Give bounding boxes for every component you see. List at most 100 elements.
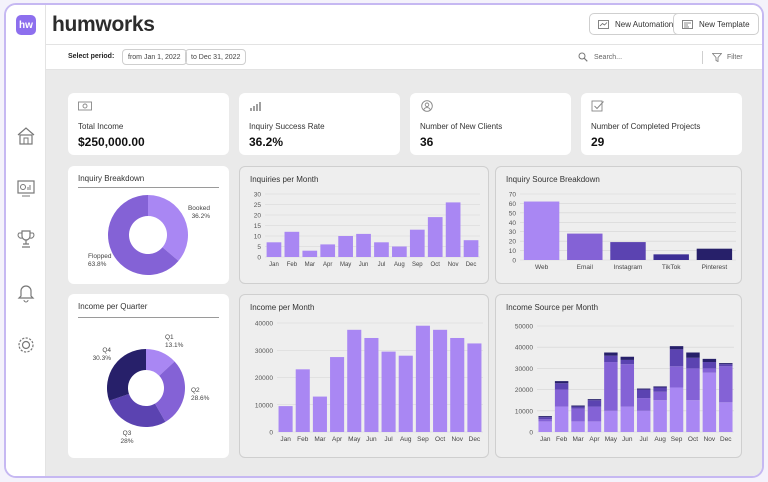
kpi-value: 36 xyxy=(420,135,434,149)
slice-value: 63.8% xyxy=(88,261,107,268)
card-title: Inquiries per Month xyxy=(250,175,319,184)
search-input[interactable]: Search... xyxy=(578,49,622,65)
bar-segment xyxy=(686,357,700,369)
bar xyxy=(374,242,389,257)
bar-segment xyxy=(653,386,667,388)
bar xyxy=(445,202,461,257)
bar-segment xyxy=(620,356,635,360)
bar xyxy=(427,217,443,257)
filter-icon xyxy=(712,52,722,62)
slice-label: Q1 xyxy=(165,334,174,341)
bar xyxy=(467,343,482,432)
new-template-button[interactable]: New Template xyxy=(673,13,759,35)
new-automation-button[interactable]: New Automation xyxy=(589,13,683,35)
x-tick-label: Jul xyxy=(640,436,649,443)
bar-segment xyxy=(636,389,651,399)
title-underline xyxy=(78,187,219,188)
bar-segment xyxy=(669,366,684,388)
x-tick-label: Oct xyxy=(688,436,698,443)
bar xyxy=(312,396,327,432)
x-tick-label: Sep xyxy=(412,262,423,268)
pie-slice xyxy=(146,349,175,376)
inquiries-per-month-card: Inquiries per Month 0 5 10 15 20 25 30 Jan Feb Ma… xyxy=(239,166,489,284)
bar-segment xyxy=(571,408,585,422)
home-icon[interactable] xyxy=(15,125,37,147)
y-tick-label: 10000 xyxy=(515,408,533,415)
inquiry-source-card: Inquiry Source Breakdown 0 10 20 30 40 50 60 70… xyxy=(495,166,742,284)
bar-segment xyxy=(538,419,552,422)
x-tick-label: Feb xyxy=(287,262,298,268)
x-tick-label: May xyxy=(348,436,361,443)
bar-segment xyxy=(571,405,585,407)
filter-label: Filter xyxy=(727,53,743,61)
bar-segment xyxy=(669,346,684,350)
x-tick-label: Feb xyxy=(556,436,568,443)
sidebar: hw xyxy=(6,5,46,476)
dashboard-icon[interactable] xyxy=(15,177,37,199)
template-icon xyxy=(682,19,693,29)
bar xyxy=(696,248,733,260)
bar-segment xyxy=(702,358,717,363)
x-tick-label: May xyxy=(340,262,351,268)
y-tick-label: 10 xyxy=(509,248,517,255)
date-to-picker[interactable]: to Dec 31, 2022 xyxy=(185,49,247,65)
bar-segment xyxy=(719,363,733,365)
filter-button[interactable]: Filter xyxy=(712,49,743,65)
bar-segment xyxy=(620,406,635,432)
x-tick-label: Jun xyxy=(366,436,377,443)
x-tick-label: Sep xyxy=(671,436,683,443)
bar-segment xyxy=(587,399,602,401)
x-tick-label: Apr xyxy=(323,262,332,268)
inquiry-source-chart: 0 10 20 30 40 50 60 70 Web Email Instagram TikTok Pi… xyxy=(509,192,736,271)
x-tick-label: Aug xyxy=(400,436,412,443)
kpi-completed-projects: Number of Completed Projects 29 xyxy=(581,93,742,155)
slice-label: Booked xyxy=(188,205,210,212)
card-title: Inquiry Source Breakdown xyxy=(506,175,600,184)
slice-value: 36.2% xyxy=(192,213,211,220)
bar xyxy=(610,242,646,260)
divider xyxy=(702,51,703,64)
y-tick-label: 70 xyxy=(509,192,517,199)
x-tick-label: Oct xyxy=(431,262,441,268)
bar xyxy=(381,351,396,432)
x-tick-label: Feb xyxy=(297,436,309,443)
bar-segment xyxy=(571,421,585,432)
bar-segment xyxy=(604,410,618,432)
income-per-month-card: Income per Month 0 10000 20000 30000 40000 Ja… xyxy=(239,294,489,458)
trophy-icon[interactable] xyxy=(15,228,37,250)
bar-segment xyxy=(554,406,569,432)
income-source-chart: 0 10000 20000 30000 40000 50000 Jan Feb Mar Apr Ma… xyxy=(515,324,734,443)
slice-value: 28% xyxy=(120,438,133,445)
date-from-picker[interactable]: from Jan 1, 2022 xyxy=(122,49,187,65)
bar-chart-icon xyxy=(250,102,261,111)
kpi-label: Total Income xyxy=(78,122,124,131)
bell-icon[interactable] xyxy=(15,281,37,303)
kpi-label: Number of Completed Projects xyxy=(591,122,701,131)
bar xyxy=(364,337,379,432)
y-tick-label: 20000 xyxy=(515,387,533,394)
x-tick-label: Dec xyxy=(469,436,481,443)
inquiries-per-month-chart: 0 5 10 15 20 25 30 Jan Feb Mar Apr May Jun Jul Aug Sep O… xyxy=(254,192,480,268)
x-tick-label: Mar xyxy=(314,436,326,443)
kpi-label: Inquiry Success Rate xyxy=(249,122,325,131)
x-tick-label: Email xyxy=(577,264,594,271)
bar-segment xyxy=(636,410,651,432)
x-tick-label: Mar xyxy=(572,436,584,443)
x-tick-label: Jan xyxy=(269,262,279,268)
bar-segment xyxy=(702,368,717,373)
pie-slice xyxy=(107,349,146,401)
bar-segment xyxy=(636,388,651,390)
x-tick-label: Dec xyxy=(720,436,732,443)
gear-icon[interactable] xyxy=(15,334,37,356)
brand-name: humworks xyxy=(52,13,155,36)
bar xyxy=(338,236,353,257)
y-tick-label: 10000 xyxy=(255,402,273,409)
kpi-total-income: Total Income $250,000.00 xyxy=(68,93,229,155)
x-tick-label: Aug xyxy=(394,262,405,268)
bar-segment xyxy=(538,417,552,420)
bar-segment xyxy=(554,381,569,384)
bar-segment xyxy=(686,400,700,432)
bar-segment xyxy=(686,352,700,358)
period-label: Select period: xyxy=(68,53,115,60)
